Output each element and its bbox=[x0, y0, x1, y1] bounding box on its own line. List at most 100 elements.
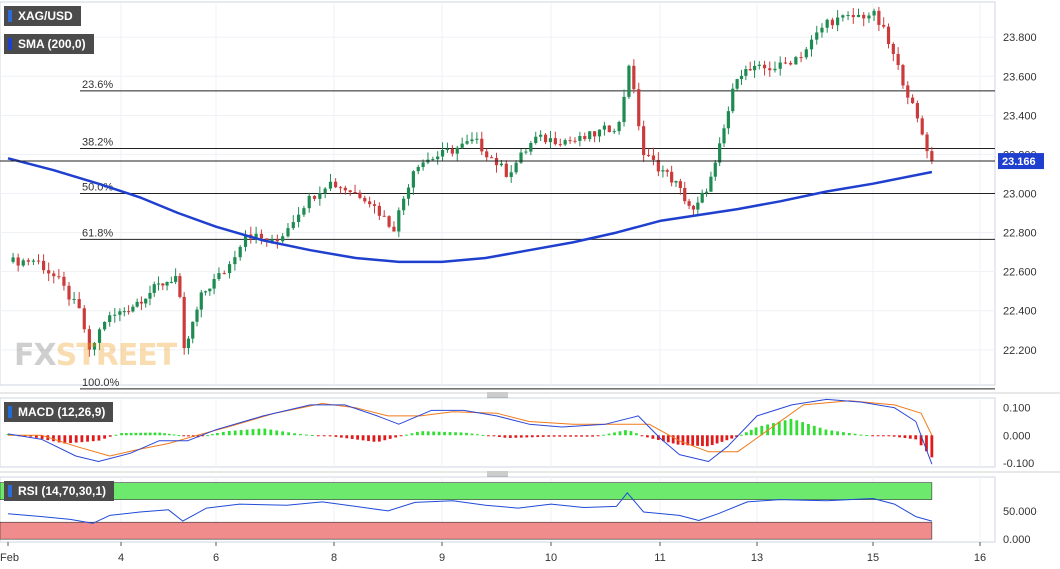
candle-body bbox=[161, 283, 165, 286]
macd-histogram-bar bbox=[345, 435, 349, 439]
candle-body bbox=[709, 176, 713, 192]
candle-body bbox=[191, 321, 195, 339]
sma-200-line bbox=[7, 157, 933, 264]
macd-histogram-bar bbox=[740, 434, 743, 436]
candle-body bbox=[199, 292, 203, 310]
candle-body bbox=[353, 191, 357, 193]
price-axis-tick: 22.600 bbox=[1003, 267, 1037, 279]
rsi-axis-tick: 0.000 bbox=[1003, 534, 1031, 546]
candle-body bbox=[397, 210, 401, 232]
macd-histogram-bar bbox=[585, 435, 589, 437]
macd-histogram-bar bbox=[686, 435, 690, 446]
candle-body bbox=[131, 306, 135, 312]
rsi-overbought-zone bbox=[0, 482, 933, 500]
macd-histogram-bar bbox=[651, 435, 655, 439]
macd-histogram-bar bbox=[399, 435, 403, 437]
candle-body bbox=[21, 260, 25, 266]
candle-body bbox=[529, 143, 533, 152]
candle-body bbox=[794, 57, 798, 65]
macd-histogram-bar bbox=[876, 435, 880, 437]
macd-histogram-bar bbox=[754, 427, 758, 436]
candle-body bbox=[804, 49, 808, 58]
candle-body bbox=[789, 62, 793, 65]
macd-histogram-bar bbox=[903, 435, 907, 438]
candle-body bbox=[485, 151, 489, 158]
candle-body bbox=[762, 64, 767, 69]
macd-legend[interactable]: MACD (12,26,9) bbox=[4, 402, 114, 422]
candle-body bbox=[735, 79, 739, 89]
macd-histogram-bar bbox=[795, 420, 799, 436]
time-axis-tick: 9 bbox=[439, 552, 445, 564]
time-axis-tick: 10 bbox=[545, 552, 557, 564]
macd-axis-tick: 0.100 bbox=[1003, 403, 1031, 415]
candle-body bbox=[217, 273, 221, 279]
macd-histogram-bar bbox=[725, 435, 729, 441]
fib-level-label: 61.8% bbox=[82, 227, 113, 239]
macd-histogram-bar bbox=[328, 435, 332, 437]
candle-body bbox=[856, 14, 861, 18]
macd-histogram-bar bbox=[898, 435, 901, 438]
macd-histogram-bar bbox=[514, 435, 518, 438]
macd-histogram-bar bbox=[74, 435, 78, 443]
candle-body bbox=[36, 260, 41, 262]
macd-histogram-bar bbox=[591, 435, 594, 437]
candle-body bbox=[768, 68, 772, 71]
macd-histogram-bar bbox=[569, 435, 573, 437]
macd-histogram-bar bbox=[80, 435, 84, 443]
candle-body bbox=[208, 288, 212, 292]
macd-histogram-bar bbox=[210, 434, 214, 436]
macd-histogram-bar bbox=[281, 431, 285, 436]
candle-body bbox=[174, 276, 178, 282]
macd-histogram-bar bbox=[245, 429, 249, 436]
macd-histogram-bar bbox=[187, 435, 190, 437]
macd-histogram-bar bbox=[666, 435, 670, 443]
macd-histogram-bar bbox=[908, 435, 912, 439]
macd-histogram-bar bbox=[925, 435, 928, 452]
sma-legend[interactable]: SMA (200,0) bbox=[4, 34, 94, 54]
candle-body bbox=[799, 57, 803, 59]
symbol-label[interactable]: XAG/USD bbox=[4, 6, 81, 26]
candle-body bbox=[31, 260, 36, 262]
candle-body bbox=[233, 257, 237, 265]
candle-body bbox=[87, 329, 91, 350]
macd-histogram-bar bbox=[415, 431, 419, 436]
candle-body bbox=[16, 257, 20, 266]
macd-histogram-bar bbox=[177, 435, 181, 437]
candle-body bbox=[622, 96, 626, 122]
rsi-legend[interactable]: RSI (14,70,30,1) bbox=[4, 481, 115, 501]
macd-histogram-bar bbox=[492, 435, 496, 437]
candle-body bbox=[578, 136, 582, 141]
candle-body bbox=[26, 260, 30, 262]
candle-body bbox=[778, 62, 782, 69]
macd-histogram-bar bbox=[263, 428, 267, 436]
macd-histogram-bar bbox=[356, 435, 360, 440]
macd-histogram-bar bbox=[388, 435, 392, 439]
candle-body bbox=[896, 53, 900, 66]
candle-body bbox=[543, 134, 548, 143]
candle-body bbox=[534, 136, 538, 144]
candle-body bbox=[877, 10, 881, 25]
candle-body bbox=[92, 342, 97, 350]
candle-body bbox=[186, 338, 191, 349]
candle-body bbox=[568, 140, 572, 142]
macd-histogram-bar bbox=[310, 434, 314, 436]
candle-body bbox=[343, 187, 347, 191]
candle-body bbox=[739, 75, 744, 80]
candle-body bbox=[744, 69, 748, 76]
macd-histogram-bar bbox=[377, 435, 381, 442]
macd-histogram-bar bbox=[624, 430, 627, 436]
macd-histogram-bar bbox=[206, 435, 209, 437]
macd-histogram-bar bbox=[508, 435, 512, 438]
candle-body bbox=[573, 140, 577, 142]
candle-body bbox=[108, 315, 112, 322]
macd-line bbox=[7, 398, 933, 465]
macd-histogram-bar bbox=[86, 435, 89, 442]
candle-body bbox=[455, 147, 459, 154]
macd-histogram-bar bbox=[448, 432, 452, 436]
macd-histogram-bar bbox=[163, 433, 166, 436]
macd-histogram-bar bbox=[536, 435, 540, 438]
macd-histogram-bar bbox=[172, 434, 176, 436]
candle-body bbox=[661, 170, 665, 172]
macd-histogram-bar bbox=[574, 435, 578, 437]
